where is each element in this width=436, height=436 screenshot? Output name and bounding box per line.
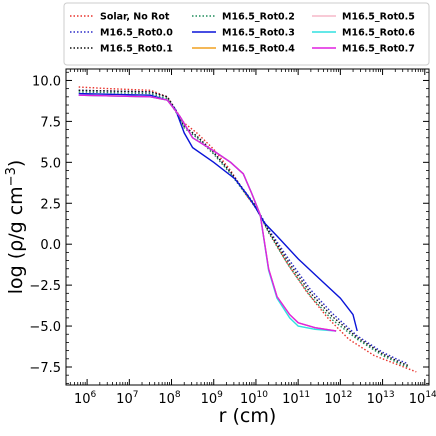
series-line-6 <box>78 94 337 332</box>
series-line-7 <box>78 94 337 332</box>
series-line-4 <box>78 92 358 332</box>
x-tick-label: 109 <box>201 390 224 407</box>
y-axis-label: log (ρ/g cm−3) <box>4 160 27 295</box>
series-line-1 <box>78 89 409 365</box>
x-tick-label: 1011 <box>282 390 310 407</box>
x-axis-label: r (cm) <box>219 405 277 427</box>
series-line-3 <box>78 91 409 368</box>
y-tick-label: 2.5 <box>40 197 61 212</box>
legend-label: M16.5_Rot0.0 <box>100 28 173 39</box>
legend-label: Solar, No Rot <box>100 12 170 23</box>
x-tick-label: 1010 <box>240 390 268 407</box>
x-tick-label: 108 <box>158 390 181 407</box>
y-tick-label: 10.0 <box>32 74 61 89</box>
series-line-5 <box>78 94 337 332</box>
y-tick-label: −5.0 <box>29 320 61 335</box>
plot-frame <box>65 68 430 386</box>
legend-label: M16.5_Rot0.7 <box>342 44 415 55</box>
x-tick-label: 1014 <box>409 390 436 407</box>
series-line-0 <box>78 86 417 373</box>
x-tick-label: 107 <box>116 390 138 407</box>
legend-label: M16.5_Rot0.2 <box>222 12 295 23</box>
legend-label: M16.5_Rot0.5 <box>342 12 415 23</box>
x-tick-label: 106 <box>74 390 97 407</box>
legend-label: M16.5_Rot0.1 <box>100 44 173 55</box>
legend-label: M16.5_Rot0.4 <box>222 44 295 55</box>
series-lines <box>78 86 417 373</box>
y-tick-label: −7.5 <box>29 361 61 376</box>
legend-box <box>63 2 430 66</box>
y-tick-label: 0.0 <box>40 238 61 253</box>
y-tick-label: −2.5 <box>29 279 61 294</box>
series-line-2 <box>78 89 409 367</box>
legend-label: M16.5_Rot0.3 <box>222 28 295 39</box>
x-tick-label: 1013 <box>367 390 395 407</box>
axis-ticks: 106 107 108 109 1010 1011 1012 1013 1014 10.0 7.5 5… <box>29 69 436 407</box>
y-tick-label: 5.0 <box>40 156 61 171</box>
legend-label: M16.5_Rot0.6 <box>342 28 415 39</box>
series-line-8 <box>78 94 337 332</box>
y-tick-label: 7.5 <box>40 115 61 130</box>
x-tick-label: 1012 <box>324 390 352 407</box>
legend: Solar, No Rot M16.5_Rot0.0 M16.5_Rot0.1 M16… <box>63 2 430 66</box>
